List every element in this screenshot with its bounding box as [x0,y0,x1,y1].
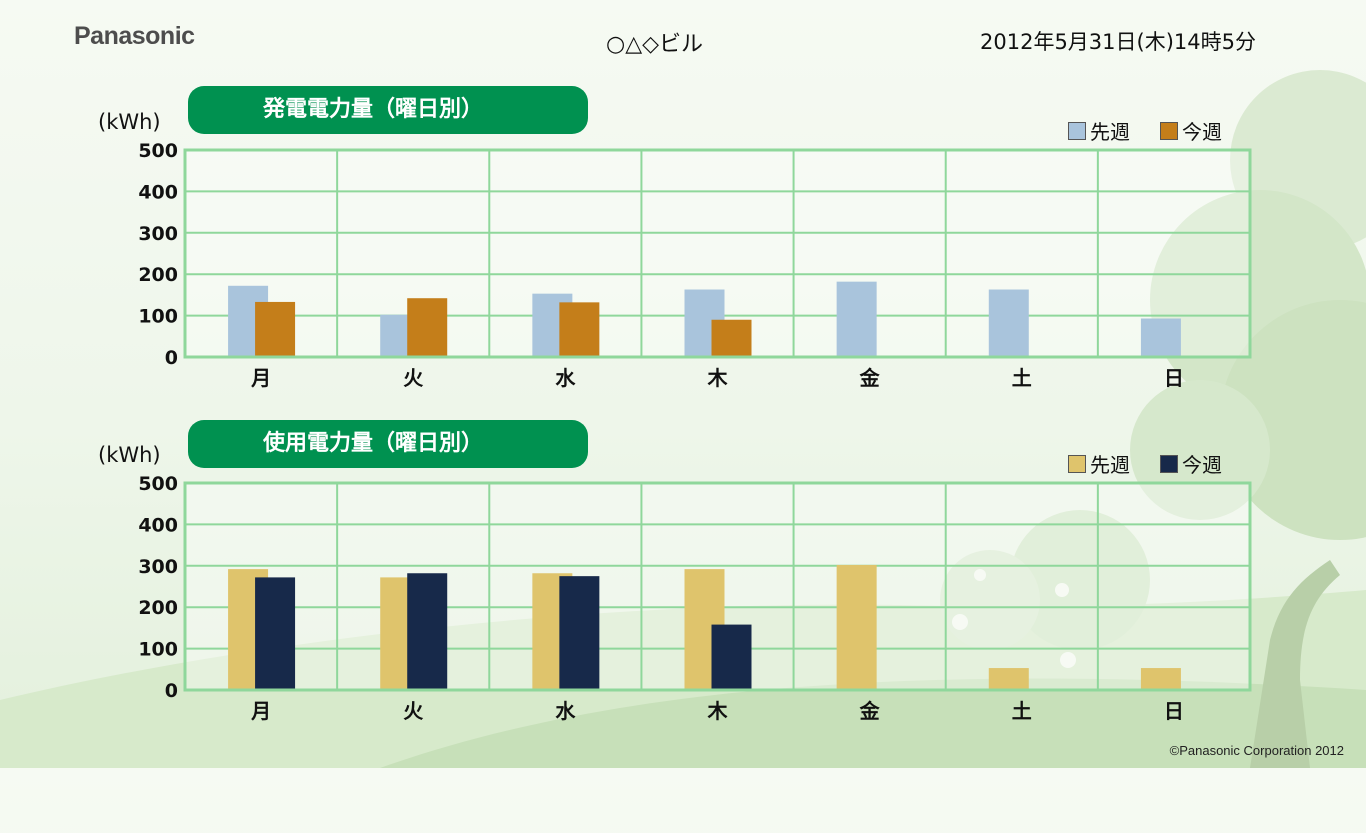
bar-this-week [711,624,752,690]
x-category-label: 日 [1164,699,1184,723]
legend-item-last-week: 先週 [1068,116,1130,145]
x-category-label: 日 [1164,366,1184,390]
legend-swatch-last-week [1068,121,1086,140]
y-tick-label: 100 [138,639,178,661]
bar-this-week [255,301,296,357]
panasonic-logo: Panasonic [74,22,195,50]
bar-last-week [988,668,1029,690]
y-tick-label: 400 [138,514,178,536]
bar-last-week [836,564,877,690]
legend-item-last-week: 先週 [1068,449,1130,478]
y-tick-label: 300 [138,556,178,578]
x-category-label: 木 [707,699,729,723]
x-category-label: 水 [555,699,576,723]
generation-bar-chart: 0 100 200 300 400 500 月 火 水 木 金 土 日 [138,140,1252,390]
x-category-label: 火 [403,366,424,390]
x-category-label: 金 [859,366,881,390]
bar-last-week [836,281,877,357]
x-category-label: 水 [555,366,576,390]
legend-item-this-week: 今週 [1160,116,1222,145]
usage-chart-title: 使用電力量（曜日別） [188,420,588,468]
legend-label-this-week: 今週 [1182,453,1222,477]
y-tick-label: 0 [165,680,178,702]
bar-this-week [711,319,752,357]
x-category-label: 月 [250,366,271,390]
y-tick-label: 200 [138,597,178,619]
bar-last-week [1140,668,1181,690]
bar-this-week [407,298,448,357]
generation-y-unit: (kWh) [98,110,161,134]
generation-legend: 先週 今週 [1068,116,1252,145]
plot-area [183,148,1252,359]
usage-legend: 先週 今週 [1068,449,1252,478]
bar-this-week [559,576,600,690]
x-category-label: 金 [859,699,881,723]
y-tick-label: 400 [138,181,178,203]
building-name: ○△◇ビル [606,32,704,57]
x-category-label: 火 [403,699,424,723]
usage-y-unit: (kWh) [98,443,161,467]
legend-swatch-this-week [1160,454,1178,473]
x-category-label: 月 [250,699,271,723]
legend-label-last-week: 先週 [1090,453,1130,477]
legend-item-this-week: 今週 [1160,449,1222,478]
y-tick-label: 300 [138,223,178,245]
x-category-label: 土 [1012,366,1032,390]
legend-label-this-week: 今週 [1182,120,1222,144]
plot-frame [183,481,1252,692]
bar-last-week [1140,318,1181,357]
bar-this-week [407,573,448,690]
x-category-label: 木 [707,366,729,390]
bar-this-week [255,577,296,690]
plot-frame [183,148,1252,359]
bar-this-week [559,302,600,357]
bar-last-week [988,289,1029,357]
copyright: ©Panasonic Corporation 2012 [1169,743,1344,758]
y-tick-label: 0 [165,347,178,369]
y-tick-label: 200 [138,264,178,286]
y-tick-label: 500 [138,473,178,495]
legend-swatch-this-week [1160,121,1178,140]
y-tick-label: 500 [138,140,178,162]
x-category-label: 土 [1012,699,1032,723]
plot-area [183,481,1252,692]
legend-label-last-week: 先週 [1090,120,1130,144]
usage-bar-chart: 0 100 200 300 400 500 月 火 水 木 金 土 日 [138,473,1252,723]
background-scenery [0,70,1366,768]
y-tick-label: 100 [138,306,178,328]
current-datetime: 2012年5月31日(木)14時5分 [980,30,1256,54]
legend-swatch-last-week [1068,454,1086,473]
generation-chart-title: 発電電力量（曜日別） [188,86,588,134]
